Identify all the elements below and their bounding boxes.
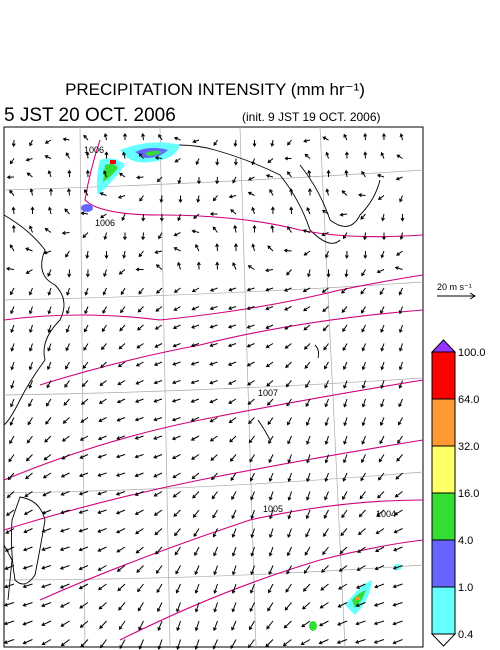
isobar-label: 1007	[258, 388, 278, 398]
valid-time: 5 JST 20 OCT. 2006	[4, 105, 176, 126]
reference-vector: 20 m s⁻¹	[437, 282, 476, 300]
colorbar-segment	[431, 539, 456, 588]
colorbar-label: 0.4	[458, 629, 473, 641]
reference-arrow	[437, 292, 476, 300]
isobar-label: 1006	[84, 145, 104, 155]
colorbar-segment	[431, 351, 456, 400]
colorbar-segment	[431, 492, 456, 541]
colorbar-under	[430, 633, 457, 647]
wind-vectors	[3, 132, 405, 650]
init-time: (init. 9 JST 19 OCT. 2006)	[242, 110, 381, 124]
isobar-label: 1005	[263, 504, 283, 514]
colorbar: 100.0 64.0 32.0 16.0 4.0 1.0 0.4	[430, 339, 486, 647]
colorbar-label: 64.0	[458, 394, 479, 406]
colorbar-segment	[431, 445, 456, 494]
isobar-label: 1006	[95, 218, 115, 228]
map-area: 1006 1006 1007 1005 1004	[3, 126, 424, 650]
colorbar-label: 100.0	[458, 347, 486, 359]
isobars	[3, 139, 424, 641]
colorbar-segment	[431, 398, 456, 447]
colorbar-over	[430, 339, 457, 353]
colorbar-label: 32.0	[458, 441, 479, 453]
reference-vector-label: 20 m s⁻¹	[437, 282, 472, 292]
colorbar-label: 4.0	[458, 535, 473, 547]
isobar-label: 1004	[376, 509, 396, 519]
coastline	[3, 144, 381, 601]
colorbar-label: 1.0	[458, 582, 473, 594]
colorbar-segment	[431, 586, 456, 635]
precipitation	[81, 142, 402, 631]
graticule	[3, 126, 424, 648]
isobar-labels: 1006 1006 1007 1005 1004	[84, 145, 396, 519]
colorbar-label: 16.0	[458, 488, 479, 500]
title: PRECIPITATION INTENSITY (mm hr⁻¹)	[65, 80, 365, 99]
